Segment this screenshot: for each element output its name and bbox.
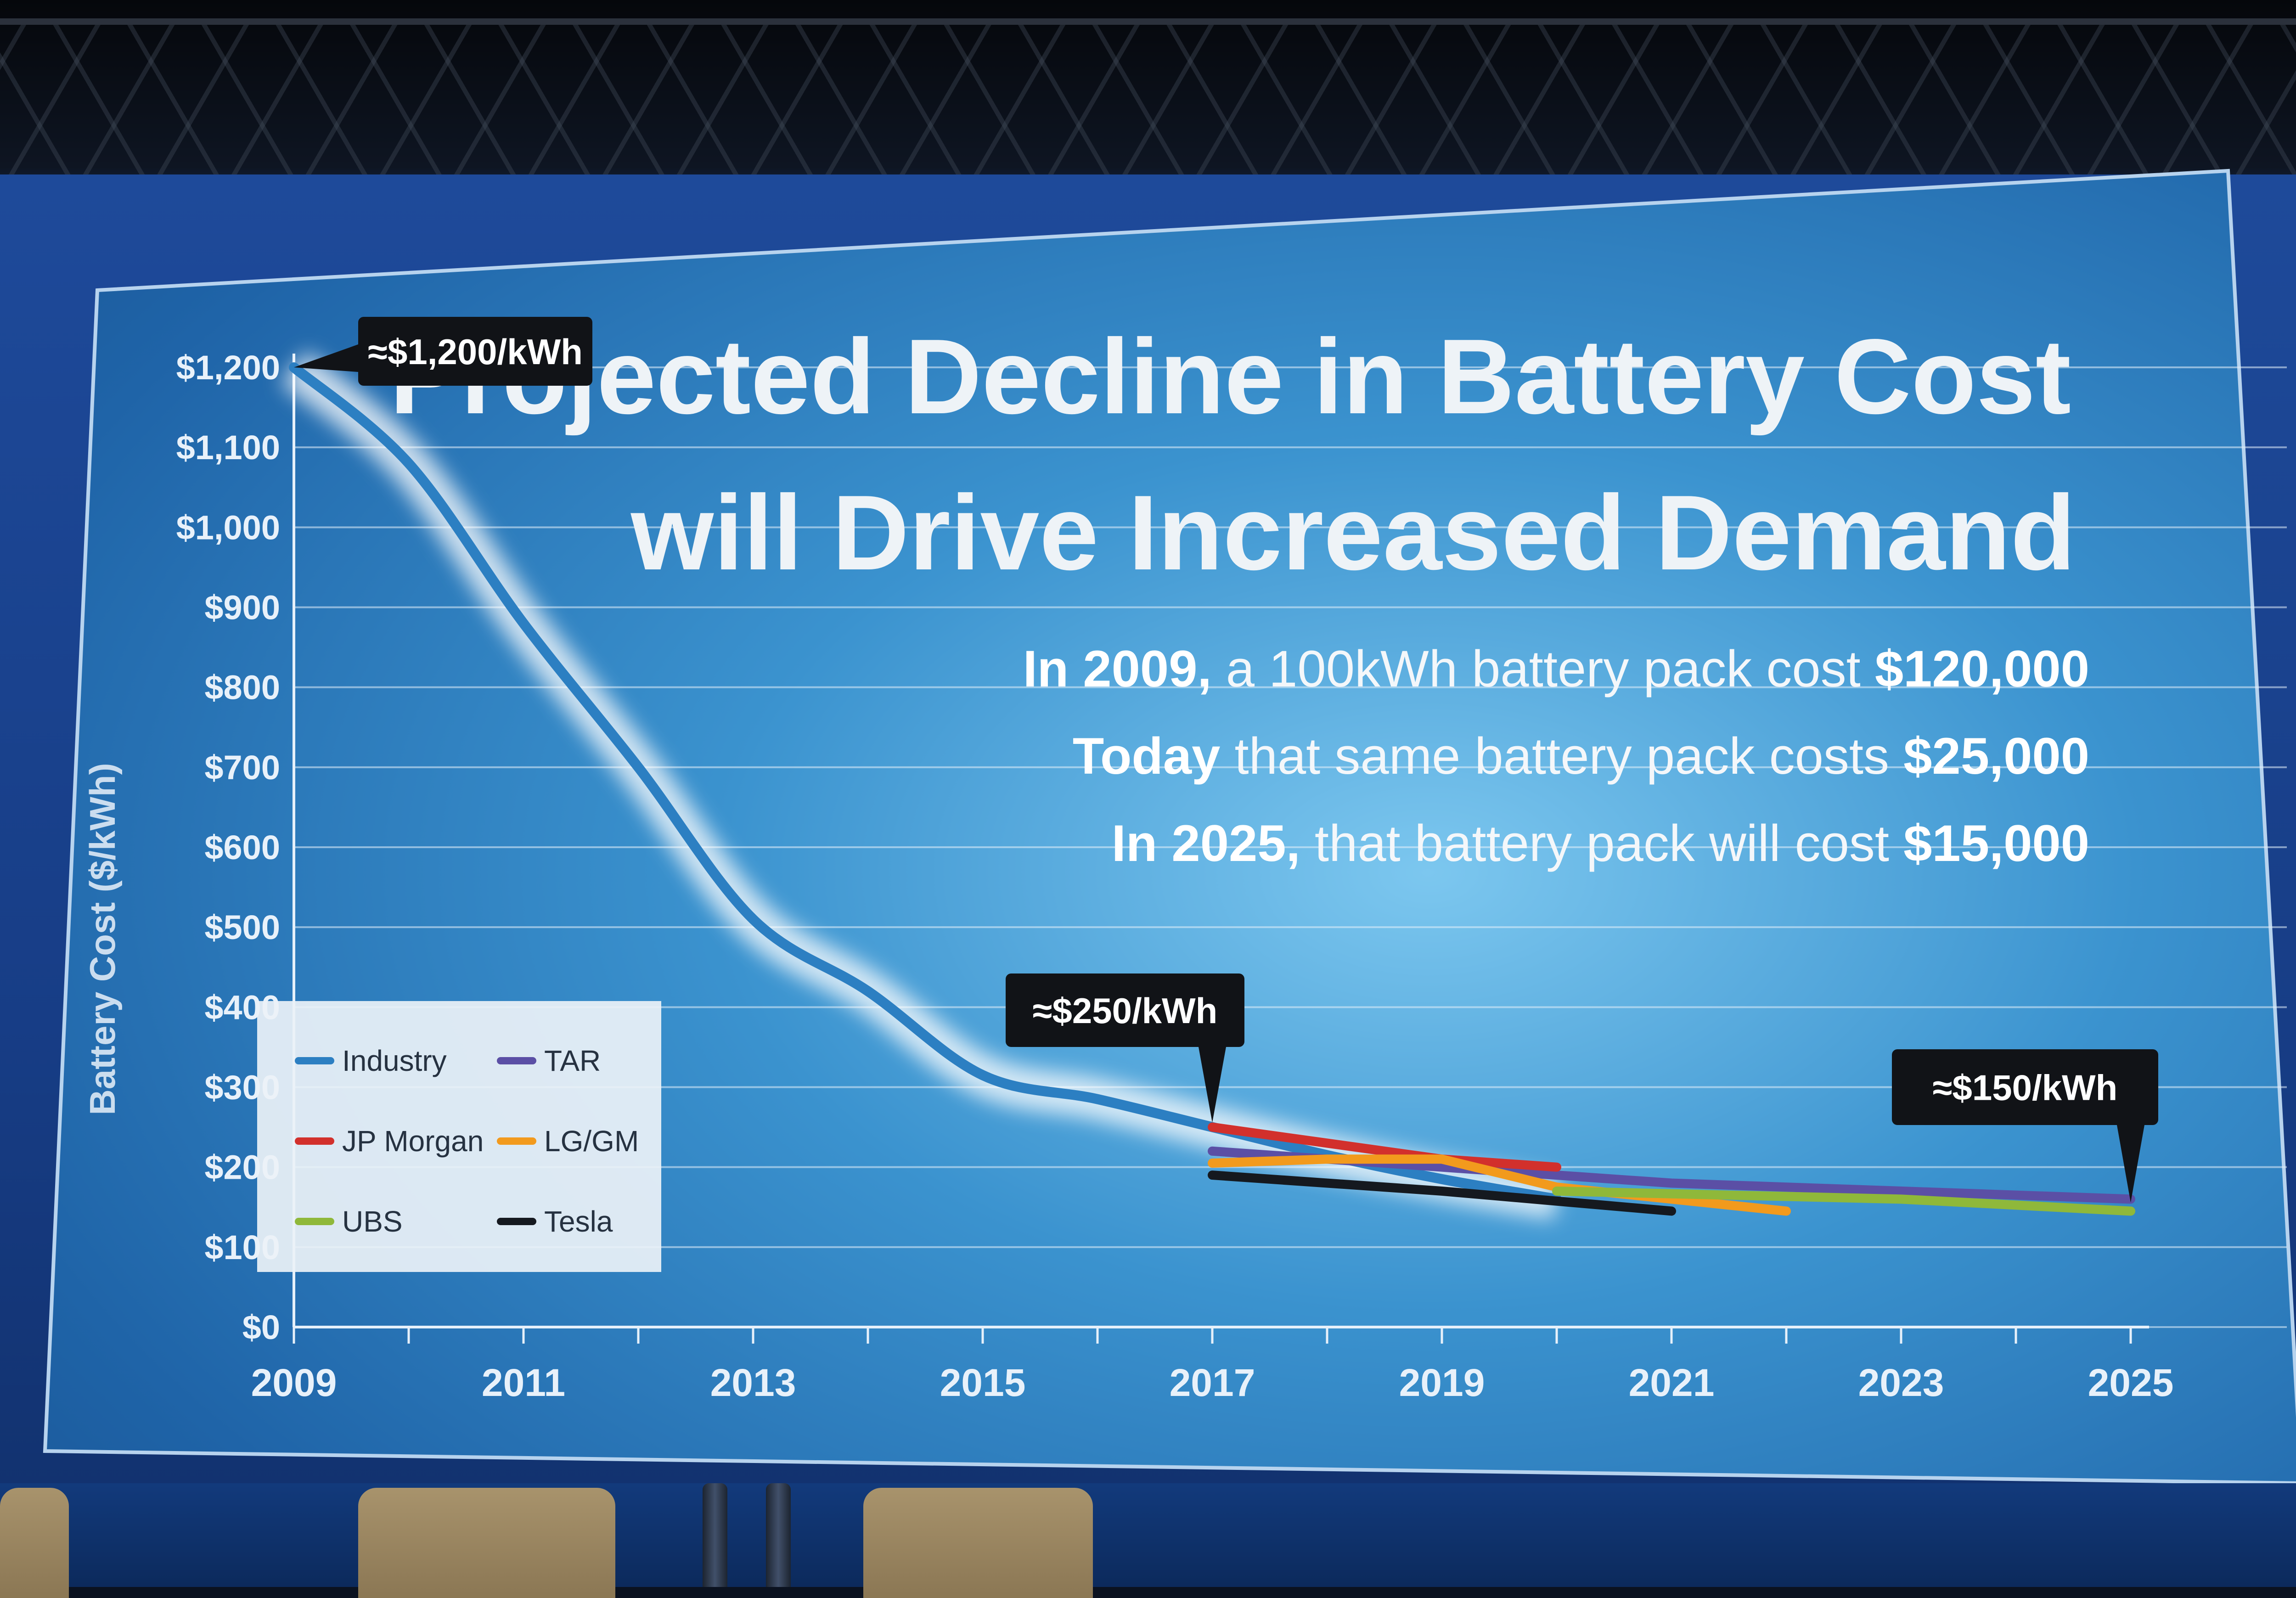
subtitle-emphasis: Today xyxy=(1073,727,1221,785)
subtitle-line: In 2009, a 100kWh battery pack cost $120… xyxy=(1023,640,2089,698)
water-bottle-2 xyxy=(766,1483,791,1587)
subtitle-emphasis: In 2025, xyxy=(1112,815,1300,872)
x-tick-label: 2025 xyxy=(2088,1361,2174,1404)
x-tick-label: 2011 xyxy=(482,1361,565,1404)
chart-title: Projected Decline in Battery Cost will D… xyxy=(390,317,2076,592)
legend-item-label: TAR xyxy=(544,1044,601,1077)
callout-box xyxy=(1006,973,1244,1047)
chair-left xyxy=(0,1488,69,1598)
subtitle-emphasis: $25,000 xyxy=(1903,727,2089,785)
callout-label: ≈$1,200/kWh xyxy=(368,332,583,372)
x-tick-label: 2017 xyxy=(1170,1361,1255,1404)
callout-label: ≈$250/kWh xyxy=(1033,990,1218,1031)
x-tick-label: 2013 xyxy=(710,1361,796,1404)
x-tick-label: 2015 xyxy=(940,1361,1026,1404)
legend: Industry TAR JP Morgan LG/GM UBS Tesla xyxy=(257,1001,661,1272)
subtitle-emphasis: $120,000 xyxy=(1875,640,2089,698)
subtitle-text: a 100kWh battery pack cost xyxy=(1212,640,1875,698)
callout-pointer xyxy=(294,344,358,372)
value-callouts: ≈$1,200/kWh ≈$250/kWh ≈$150/kWh xyxy=(294,317,2158,1203)
x-tick-label: 2019 xyxy=(1399,1361,1485,1404)
title-line-1: Projected Decline in Battery Cost xyxy=(390,317,2071,436)
chair-center xyxy=(863,1488,1093,1598)
title-line-2: will Drive Increased Demand xyxy=(630,473,2076,592)
series-line-lg-gm xyxy=(1208,1154,1791,1216)
lighting-truss xyxy=(0,18,2296,197)
y-tick-label: $500 xyxy=(204,908,280,946)
series-line-tesla xyxy=(1208,1170,1676,1216)
series-line-jp-morgan xyxy=(1208,1122,1561,1172)
water-bottle-1 xyxy=(703,1483,727,1587)
x-tick-label: 2009 xyxy=(251,1361,337,1404)
legend-item-label: Tesla xyxy=(544,1205,613,1238)
y-tick-label: $800 xyxy=(204,669,280,707)
x-tick-label: 2021 xyxy=(1629,1361,1715,1404)
subtitle-line: Today that same battery pack costs $25,0… xyxy=(1073,727,2089,785)
y-tick-label: $0 xyxy=(242,1308,280,1346)
legend-item-label: LG/GM xyxy=(544,1125,639,1158)
legend-item-label: UBS xyxy=(342,1205,403,1238)
legend-item-label: JP Morgan xyxy=(342,1125,484,1158)
callout-pointer xyxy=(1199,1047,1226,1123)
legend-item-label: Industry xyxy=(342,1044,447,1077)
callout-label: ≈$150/kWh xyxy=(1933,1068,2118,1108)
callout-box xyxy=(1892,1049,2158,1125)
x-tick-label: 2023 xyxy=(1858,1361,1944,1404)
y-tick-label: $600 xyxy=(204,828,280,867)
y-tick-label: $1,000 xyxy=(176,508,280,546)
y-tick-label: $700 xyxy=(204,748,280,787)
callout-pointer xyxy=(2117,1125,2144,1203)
subtitle-text: that battery pack will cost xyxy=(1300,815,1903,872)
series-lines xyxy=(281,351,2135,1220)
subtitle: In 2009, a 100kWh battery pack cost $120… xyxy=(1023,640,2089,872)
subtitle-line: In 2025, that battery pack will cost $15… xyxy=(1112,815,2089,872)
x-axis-ticks: 2009 2011 2013 2015 2017 2019 2021 2023 2025 xyxy=(251,1327,2174,1404)
chair-center-left xyxy=(358,1488,615,1598)
subtitle-text: that same battery pack costs xyxy=(1220,727,1903,785)
subtitle-emphasis: $15,000 xyxy=(1903,815,2089,872)
y-tick-label: $900 xyxy=(204,589,280,627)
subtitle-emphasis: In 2009, xyxy=(1023,640,1212,698)
series-line-ubs xyxy=(1552,1186,2135,1216)
y-axis-label: Battery Cost ($/kWh) xyxy=(82,763,123,1115)
callout-box xyxy=(358,317,592,386)
y-tick-label: $1,200 xyxy=(176,349,280,387)
y-tick-label: $1,100 xyxy=(176,428,280,467)
legend-box xyxy=(257,1001,661,1272)
